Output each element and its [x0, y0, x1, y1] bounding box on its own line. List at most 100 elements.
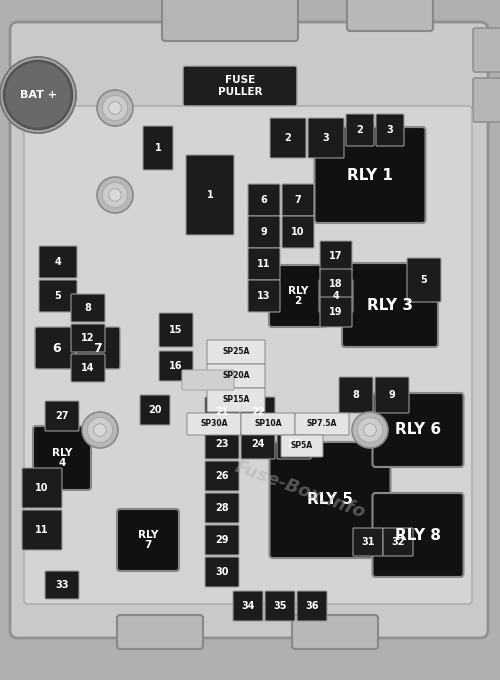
FancyBboxPatch shape — [205, 557, 239, 587]
Text: 3: 3 — [386, 125, 394, 135]
FancyBboxPatch shape — [117, 509, 179, 571]
Text: 6: 6 — [260, 195, 268, 205]
Text: 33: 33 — [55, 580, 69, 590]
FancyBboxPatch shape — [39, 280, 77, 312]
Circle shape — [82, 412, 118, 448]
Circle shape — [364, 424, 376, 437]
FancyBboxPatch shape — [342, 263, 438, 347]
Text: SP10A: SP10A — [254, 420, 282, 428]
Text: 2: 2 — [356, 125, 364, 135]
Text: RLY 6: RLY 6 — [395, 422, 441, 437]
Text: 9: 9 — [260, 227, 268, 237]
FancyBboxPatch shape — [182, 370, 234, 390]
Text: 10: 10 — [291, 227, 305, 237]
FancyBboxPatch shape — [270, 118, 306, 158]
FancyBboxPatch shape — [347, 0, 433, 31]
FancyBboxPatch shape — [473, 78, 500, 122]
FancyBboxPatch shape — [372, 493, 464, 577]
FancyBboxPatch shape — [22, 510, 62, 550]
Circle shape — [88, 418, 112, 443]
FancyBboxPatch shape — [281, 435, 323, 457]
Text: 7: 7 — [294, 195, 302, 205]
Text: SP5A: SP5A — [291, 441, 313, 450]
Text: 25: 25 — [287, 439, 301, 449]
Circle shape — [358, 418, 382, 443]
FancyBboxPatch shape — [233, 591, 263, 621]
FancyBboxPatch shape — [241, 397, 275, 427]
FancyBboxPatch shape — [295, 413, 349, 435]
Text: 36: 36 — [305, 601, 319, 611]
Text: 14: 14 — [81, 363, 95, 373]
FancyBboxPatch shape — [205, 461, 239, 491]
Text: 26: 26 — [215, 471, 229, 481]
Text: 3: 3 — [322, 133, 330, 143]
FancyBboxPatch shape — [248, 216, 280, 248]
Text: RLY
4: RLY 4 — [52, 447, 72, 469]
Text: 8: 8 — [84, 303, 91, 313]
FancyBboxPatch shape — [71, 354, 105, 382]
Text: 5: 5 — [54, 291, 62, 301]
Text: FUSE
PULLER: FUSE PULLER — [218, 75, 262, 97]
Text: SP15A: SP15A — [222, 396, 250, 405]
FancyBboxPatch shape — [159, 313, 193, 347]
Circle shape — [108, 188, 122, 201]
FancyBboxPatch shape — [308, 118, 344, 158]
FancyBboxPatch shape — [35, 327, 79, 369]
FancyBboxPatch shape — [24, 106, 472, 604]
FancyBboxPatch shape — [71, 324, 105, 352]
Text: 11: 11 — [35, 525, 49, 535]
FancyBboxPatch shape — [205, 525, 239, 555]
FancyBboxPatch shape — [187, 413, 241, 435]
FancyBboxPatch shape — [241, 429, 275, 459]
Text: RLY
7: RLY 7 — [138, 530, 158, 550]
Text: 8: 8 — [352, 390, 360, 400]
Text: 29: 29 — [215, 535, 229, 545]
FancyBboxPatch shape — [282, 184, 314, 216]
FancyBboxPatch shape — [292, 615, 378, 649]
FancyBboxPatch shape — [319, 280, 353, 312]
FancyBboxPatch shape — [372, 393, 464, 467]
FancyBboxPatch shape — [282, 216, 314, 248]
Text: SP25A: SP25A — [222, 347, 250, 356]
FancyBboxPatch shape — [205, 397, 239, 427]
Circle shape — [97, 177, 133, 213]
Text: 20: 20 — [148, 405, 162, 415]
Text: 28: 28 — [215, 503, 229, 513]
Circle shape — [110, 103, 120, 113]
Text: SP20A: SP20A — [222, 371, 250, 381]
Text: 9: 9 — [388, 390, 396, 400]
FancyBboxPatch shape — [71, 294, 105, 322]
Text: 6: 6 — [52, 341, 62, 354]
Text: Fuse-Box.info: Fuse-Box.info — [232, 458, 368, 522]
Circle shape — [352, 412, 388, 448]
Text: 31: 31 — [361, 537, 375, 547]
Text: 22: 22 — [252, 407, 265, 417]
FancyBboxPatch shape — [473, 28, 500, 72]
FancyBboxPatch shape — [140, 395, 170, 425]
Text: 24: 24 — [252, 439, 265, 449]
Text: 21: 21 — [215, 407, 229, 417]
Text: 13: 13 — [257, 291, 271, 301]
Text: 1: 1 — [154, 143, 162, 153]
Text: RLY 3: RLY 3 — [367, 298, 413, 313]
Text: 18: 18 — [329, 279, 343, 289]
FancyBboxPatch shape — [314, 127, 426, 223]
FancyBboxPatch shape — [248, 248, 280, 280]
FancyBboxPatch shape — [162, 0, 298, 41]
Text: 4: 4 — [332, 291, 340, 301]
FancyBboxPatch shape — [159, 351, 193, 381]
FancyBboxPatch shape — [269, 265, 327, 327]
FancyBboxPatch shape — [320, 241, 352, 271]
FancyBboxPatch shape — [248, 280, 280, 312]
Text: 19: 19 — [329, 307, 343, 317]
Text: 23: 23 — [215, 439, 229, 449]
FancyBboxPatch shape — [205, 493, 239, 523]
Circle shape — [94, 424, 106, 437]
Text: 35: 35 — [273, 601, 287, 611]
Text: SP7.5A: SP7.5A — [307, 420, 337, 428]
FancyBboxPatch shape — [22, 468, 62, 508]
FancyBboxPatch shape — [186, 155, 234, 235]
Text: 2: 2 — [284, 133, 292, 143]
Text: 15: 15 — [169, 325, 183, 335]
Text: 32: 32 — [391, 537, 405, 547]
